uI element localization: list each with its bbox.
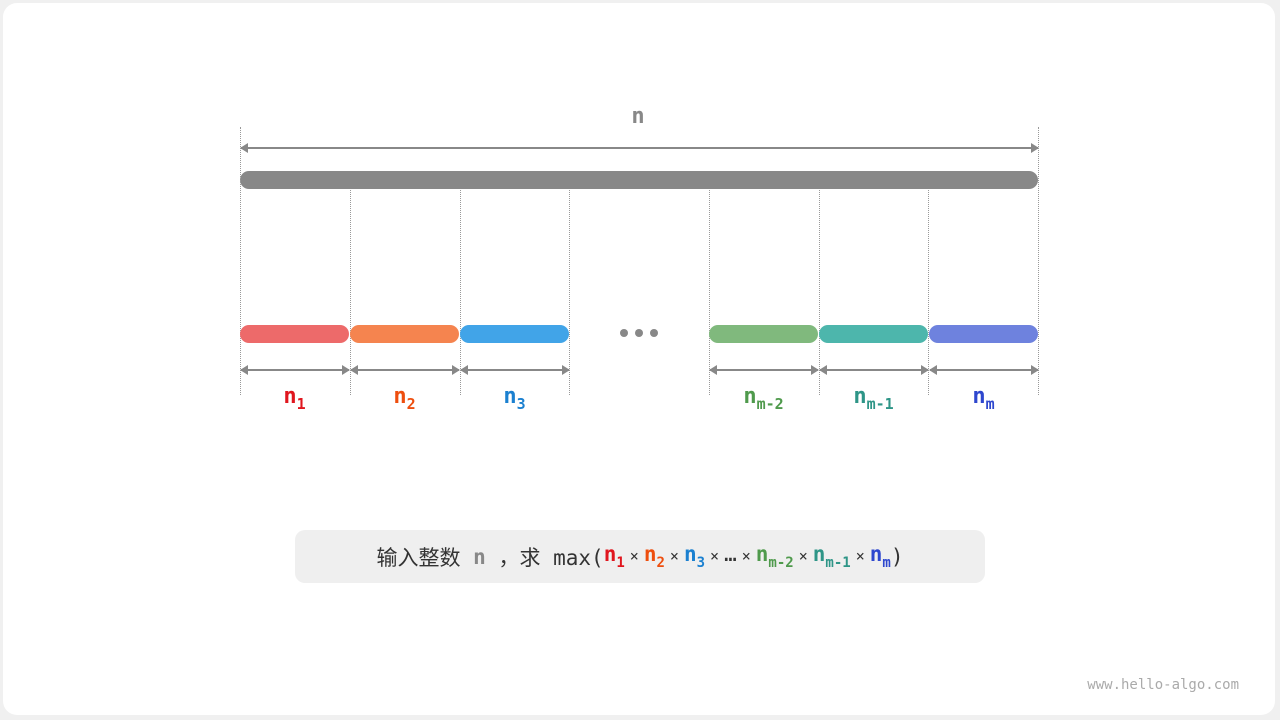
formula-ellipsis: … (724, 542, 737, 566)
segment-bar (929, 325, 1038, 343)
segment-arrow (929, 365, 1039, 375)
formula-mid: ，求 max( (485, 545, 604, 570)
formula-n: n (473, 544, 486, 569)
guide-line (928, 190, 929, 395)
times-sign: × (669, 547, 679, 565)
formula-term: nm-1 (812, 542, 851, 571)
segment-bar (819, 325, 928, 343)
segment-bar (240, 325, 349, 343)
watermark: www.hello-algo.com (1087, 677, 1239, 693)
guide-line (709, 190, 710, 395)
guide-line (569, 190, 570, 395)
formula-term: nm-2 (755, 542, 794, 571)
segment-bar (460, 325, 569, 343)
segment-bar (709, 325, 818, 343)
formula-suffix: ) (890, 544, 904, 569)
guide-line (819, 190, 820, 395)
total-label: n (631, 104, 645, 129)
segment-arrow (350, 365, 460, 375)
segment-label: nm-2 (743, 384, 784, 413)
formula-term: nm (869, 542, 891, 571)
ellipsis-dot (650, 329, 658, 337)
times-sign: × (741, 547, 751, 565)
total-bar (240, 171, 1038, 189)
guide-line (460, 190, 461, 395)
times-sign: × (710, 547, 720, 565)
times-sign: × (629, 547, 639, 565)
total-length-arrow (240, 143, 1039, 153)
formula-term: n3 (683, 542, 706, 571)
times-sign: × (855, 547, 865, 565)
segment-label: n1 (283, 384, 306, 413)
segment-label: n2 (393, 384, 416, 413)
segment-arrow (709, 365, 819, 375)
guide-line (350, 190, 351, 395)
formula-term: n2 (643, 542, 665, 571)
formula-term: n1 (603, 542, 625, 571)
guide-line (1038, 127, 1039, 395)
times-sign: × (798, 547, 808, 565)
segment-arrow (240, 365, 350, 375)
guide-line (240, 127, 241, 395)
segment-label: nm (972, 384, 995, 413)
ellipsis-dot (620, 329, 628, 337)
segment-label: n3 (503, 384, 526, 413)
formula-box: 输入整数 n ，求 max(n1 × n2 × n3 ×… × nm-2 × nm-1 × nm) (295, 530, 985, 583)
formula-prefix: 输入整数 (376, 545, 474, 570)
ellipsis-dot (635, 329, 643, 337)
segment-arrow (460, 365, 570, 375)
segment-bar (350, 325, 459, 343)
segment-label: nm-1 (853, 384, 894, 413)
diagram-card (3, 3, 1275, 715)
segment-arrow (819, 365, 929, 375)
